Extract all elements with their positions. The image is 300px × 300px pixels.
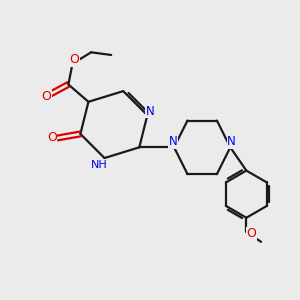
Text: O: O xyxy=(47,131,57,145)
Text: NH: NH xyxy=(91,160,108,170)
Text: O: O xyxy=(41,90,51,103)
Text: O: O xyxy=(70,53,80,66)
Text: O: O xyxy=(246,227,256,240)
Text: N: N xyxy=(227,135,236,148)
Text: N: N xyxy=(146,105,154,118)
Text: N: N xyxy=(168,135,177,148)
